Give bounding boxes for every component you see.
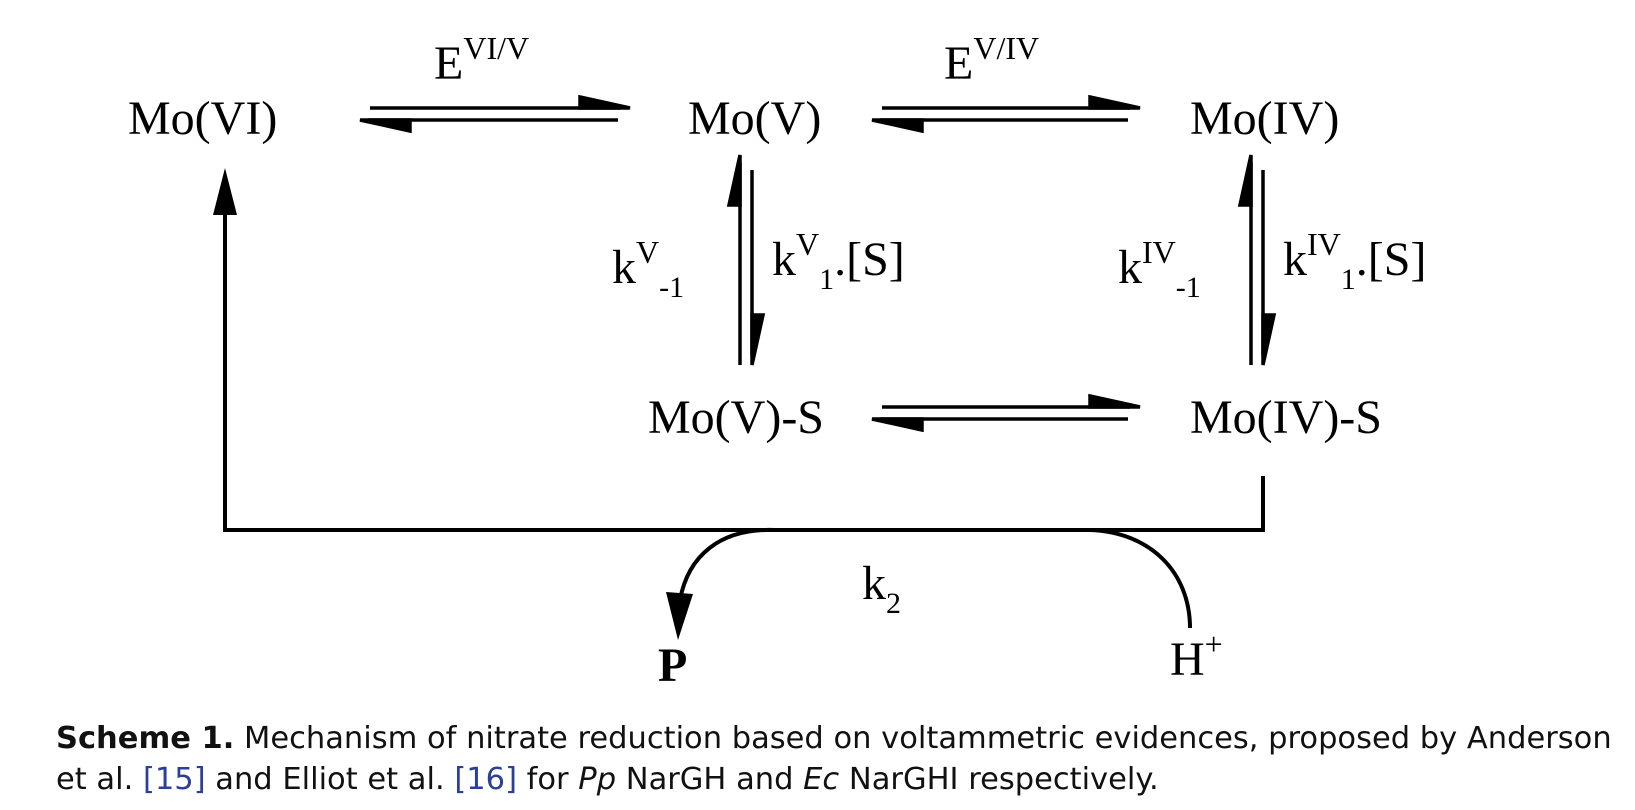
label-kv-minus1-sub: -1 <box>659 271 685 304</box>
proton-symbol: H <box>1170 633 1205 686</box>
label-kv-1-sup: V <box>796 226 820 262</box>
equilibrium-arrow-vi-v <box>359 94 631 134</box>
label-kv-minus1-base: k <box>612 241 636 294</box>
reaction-scheme <box>213 94 1277 640</box>
label-kiv-1-base: k <box>1283 233 1307 286</box>
species-mo-iv: Mo(IV) <box>1190 92 1340 145</box>
label-e-vi-v-sup: VI/V <box>463 30 530 66</box>
label-e-v-iv: EV/IV <box>944 32 1039 90</box>
caption-text-3: for <box>516 762 579 797</box>
species-proton: H+ <box>1170 628 1223 686</box>
label-kv-1-sub: 1 <box>819 263 835 296</box>
caption-label: Scheme 1. <box>56 721 235 756</box>
reference-link-15[interactable]: [15] <box>142 762 206 797</box>
caption-text-2: and Elliot et al. <box>205 762 455 797</box>
label-kv-1: kV1.[S] <box>772 228 905 295</box>
caption-species-pp: Pp <box>578 762 617 797</box>
label-kiv-minus1-sup: IV <box>1142 234 1176 270</box>
label-e-vi-v-base: E <box>434 37 464 90</box>
product-release-arrow <box>666 527 776 640</box>
species-mo-vi: Mo(VI) <box>128 92 278 145</box>
label-kiv-1-suffix: .[S] <box>1355 233 1427 286</box>
proton-charge: + <box>1204 626 1223 662</box>
label-kiv-1: kIV1.[S] <box>1283 228 1427 295</box>
label-kiv-1-sup: IV <box>1307 226 1341 262</box>
label-e-v-iv-sup: V/IV <box>973 30 1040 66</box>
caption-species-ec: Ec <box>803 762 840 797</box>
return-path-arrow <box>213 168 1265 532</box>
scheme-caption: Scheme 1. Mechanism of nitrate reduction… <box>56 718 1616 800</box>
caption-text-5: NarGHI respectively. <box>839 762 1159 797</box>
label-k2-sub: 2 <box>886 587 901 620</box>
label-kv-minus1: kV-1 <box>612 236 684 303</box>
label-kv-1-base: k <box>772 233 796 286</box>
label-kv-minus1-sup: V <box>636 234 660 270</box>
label-kiv-minus1-base: k <box>1118 241 1142 294</box>
label-e-v-iv-base: E <box>944 37 974 90</box>
species-mo-v-s: Mo(V)-S <box>648 391 824 444</box>
equilibrium-arrow-v-iv <box>871 94 1141 134</box>
species-mo-v: Mo(V) <box>688 92 822 145</box>
reference-link-16[interactable]: [16] <box>454 762 517 797</box>
caption-text-1: Mechanism of nitrate reduction based on … <box>56 721 1612 797</box>
label-kiv-1-sub: 1 <box>1340 263 1356 296</box>
equilibrium-arrow-iv-ivs <box>1237 154 1277 366</box>
proton-uptake-arrow <box>1089 528 1192 629</box>
label-kv-1-suffix: .[S] <box>834 233 905 286</box>
species-mo-iv-s: Mo(IV)-S <box>1190 391 1382 444</box>
label-kiv-minus1-sub: -1 <box>1175 271 1201 304</box>
caption-text-4: NarGH and <box>616 762 804 797</box>
equilibrium-arrow-vs-ivs <box>871 393 1141 433</box>
species-product: P <box>658 639 688 692</box>
label-k2-base: k <box>862 557 886 610</box>
label-kiv-minus1: kIV-1 <box>1118 236 1201 303</box>
label-k2: k2 <box>862 557 901 619</box>
equilibrium-arrow-v-vs <box>726 154 766 366</box>
label-e-vi-v: EVI/V <box>434 32 529 90</box>
